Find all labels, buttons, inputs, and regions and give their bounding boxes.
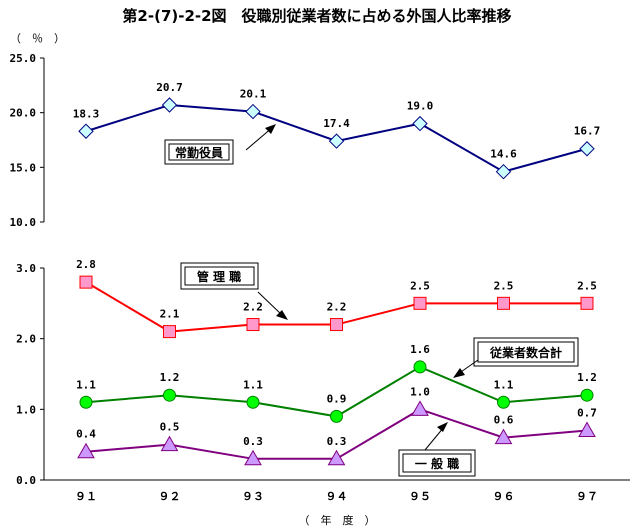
- x-tick-label: ９２: [159, 490, 181, 503]
- data-point: [580, 388, 594, 402]
- data-point: [246, 395, 260, 409]
- x-axis-title: （ 年 度 ）: [299, 513, 376, 527]
- data-label: 1.6: [410, 343, 430, 356]
- data-point: [163, 325, 176, 339]
- data-label: 2.1: [160, 308, 180, 321]
- data-label: 1.0: [410, 385, 430, 398]
- data-point: [328, 133, 345, 149]
- data-label: 1.1: [243, 378, 263, 391]
- callout-label-kanri: 管 理 職: [197, 269, 241, 284]
- data-label: 0.6: [494, 414, 514, 427]
- data-point: [77, 442, 95, 459]
- data-point: [327, 449, 346, 466]
- data-point: [160, 435, 179, 452]
- data-label: 0.9: [327, 392, 347, 405]
- data-point: [580, 296, 594, 310]
- data-label: 18.3: [73, 107, 100, 120]
- y-tick-label: 15.0: [10, 161, 37, 174]
- data-point: [161, 97, 178, 113]
- data-label: 0.5: [160, 421, 180, 434]
- y-tick-label: 10.0: [10, 216, 37, 229]
- y-tick-label: 20.0: [10, 107, 37, 120]
- data-point: [78, 123, 94, 139]
- data-label: 0.3: [327, 435, 347, 448]
- callout-gokei: 従業者数合計: [453, 337, 579, 378]
- data-label: 0.4: [76, 428, 96, 441]
- data-label: 2.2: [327, 301, 347, 314]
- callout-label-jokin: 常勤役員: [175, 145, 223, 160]
- data-point: [578, 421, 596, 438]
- data-label: 2.2: [243, 301, 263, 314]
- data-point: [411, 400, 429, 416]
- x-tick-label: ９１: [75, 490, 97, 503]
- data-point: [412, 115, 428, 132]
- data-point: [413, 296, 427, 310]
- data-label: 16.7: [574, 125, 601, 138]
- callout-ippan: 一 般 職: [398, 422, 476, 477]
- data-label: 2.5: [577, 279, 597, 292]
- data-label: 1.1: [76, 378, 96, 391]
- data-label: 20.7: [156, 81, 183, 94]
- data-point: [246, 318, 260, 332]
- data-label: 19.0: [407, 100, 434, 113]
- data-point: [494, 428, 513, 445]
- data-point: [579, 141, 595, 157]
- data-label: 2.5: [410, 279, 430, 292]
- data-label: 1.2: [160, 371, 180, 384]
- data-point: [79, 395, 93, 409]
- y-unit-label: （ ％ ）: [10, 32, 65, 45]
- data-point: [244, 449, 262, 466]
- data-label: 2.8: [76, 258, 96, 271]
- data-label: 14.6: [490, 148, 517, 161]
- data-point: [330, 409, 343, 423]
- data-label: 1.1: [494, 378, 514, 391]
- chart-title: 第2-(7)-2-2図 役職別従業者数に占める外国人比率推移: [122, 7, 511, 25]
- x-tick-label: ９４: [326, 490, 348, 503]
- callout-jokin: 常勤役員: [164, 124, 276, 165]
- data-point: [497, 395, 510, 409]
- data-point: [495, 163, 512, 180]
- callout-label-ippan: 一 般 職: [415, 456, 459, 471]
- data-point: [413, 360, 427, 374]
- x-tick-label: ９３: [242, 490, 264, 503]
- data-point: [79, 275, 93, 289]
- x-tick-label: ９５: [409, 490, 431, 503]
- callout-kanri: 管 理 職: [180, 262, 288, 320]
- data-point: [163, 388, 176, 402]
- data-label: 0.7: [577, 407, 597, 420]
- x-tick-label: ９６: [493, 490, 515, 503]
- data-label: 17.4: [323, 117, 350, 130]
- data-point: [330, 318, 343, 332]
- data-label: 0.3: [243, 435, 263, 448]
- data-label: 20.1: [240, 88, 267, 101]
- y-tick-label: 2.0: [16, 333, 36, 346]
- y-tick-label: 1.0: [16, 403, 36, 416]
- y-tick-label: 25.0: [10, 52, 37, 65]
- data-label: 1.2: [577, 371, 597, 384]
- data-point: [497, 296, 510, 310]
- data-point: [245, 103, 261, 120]
- x-tick-label: ９７: [576, 490, 598, 503]
- callout-label-gokei: 従業者数合計: [489, 345, 562, 360]
- y-tick-label: 3.0: [16, 262, 36, 275]
- data-label: 2.5: [494, 279, 514, 292]
- y-tick-label: 0.0: [16, 474, 36, 487]
